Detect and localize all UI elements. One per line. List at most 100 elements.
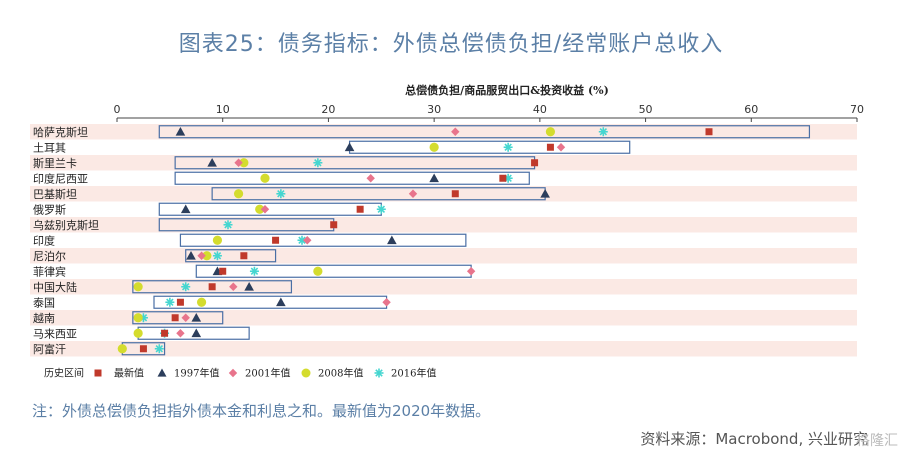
marker-1997 [186,250,196,260]
x-axis-label: 总偿债负担/商品服贸出口&投资收益 (%) [405,83,609,97]
chart-title: 图表25：债务指标：外债总偿债负担/经常账户总收入 [178,32,724,57]
legend-2016-marker [374,368,384,378]
marker-latest [705,128,713,136]
range-box [174,171,530,185]
x-tick-label: 30 [427,103,441,116]
marker-2016 [598,127,608,137]
marker-1997 [276,297,286,307]
x-tick-label: 40 [533,103,547,116]
marker-latest [272,236,280,244]
marker-latest [208,283,216,291]
legend-1997-label: 1997年值 [174,367,219,380]
x-tick-label: 60 [744,103,758,116]
marker-2001 [181,313,190,322]
marker-2008 [255,204,265,214]
marker-2001 [234,158,243,167]
marker-1997 [191,328,202,338]
marker-latest [356,205,364,213]
marker-latest [546,143,554,151]
chart-source: 资料来源：Macrobond, 兴业研究 [640,430,868,448]
x-tick-label: 70 [850,103,864,116]
row-stripe [30,124,857,140]
marker-2008 [313,266,323,276]
marker-latest [171,314,179,322]
marker-2016 [154,344,164,354]
legend-range: 历史区间 [44,367,84,380]
marker-2001 [466,267,476,276]
legend-latest-label: 最新值 [114,367,144,380]
row-stripe [30,155,857,171]
country-label: 马来西亚 [33,327,77,340]
marker-2008 [239,158,249,168]
x-tick-label: 10 [216,103,230,116]
marker-2008 [117,344,127,354]
row-stripe [30,248,857,264]
marker-2001 [197,251,206,260]
range-box [132,280,293,294]
country-label: 泰国 [33,295,55,309]
marker-2001 [229,282,238,291]
x-tick-label: 50 [639,103,653,116]
marker-2016 [313,158,323,168]
marker-2001 [382,298,391,307]
marker-latest [176,298,184,306]
marker-2008 [133,282,143,292]
marker-latest [240,252,248,260]
country-label: 越南 [33,311,55,325]
range-box [185,249,277,263]
marker-latest [451,190,459,198]
marker-1997 [387,235,397,245]
marker-2016 [212,251,222,261]
legend-2001-label: 2001年值 [245,367,290,380]
marker-1997 [207,157,217,167]
legend-1997-marker [157,368,167,377]
marker-latest [139,345,147,353]
marker-latest [330,221,338,229]
row-stripe [30,310,857,326]
marker-latest [219,267,227,275]
range-box [158,125,811,139]
country-label: 印度 [33,233,55,247]
marker-2016 [181,282,191,292]
x-tick-label: 20 [321,103,335,116]
marker-2016 [276,189,286,199]
marker-2008 [233,189,244,199]
range-box [348,140,631,154]
country-label: 尼泊尔 [33,250,66,263]
marker-latest [531,159,539,167]
marker-2008 [429,142,439,152]
range-box [132,311,224,325]
country-label: 土耳其 [33,141,66,154]
range-box [179,233,467,247]
marker-1997 [540,188,550,198]
marker-1997 [191,312,202,322]
country-label: 哈萨克斯坦 [33,125,88,139]
country-label: 斯里兰卡 [33,157,77,170]
legend-2016-label: 2016年值 [391,367,436,380]
marker-2008 [202,251,212,261]
country-label: 巴基斯坦 [33,187,77,201]
marker-2001 [366,174,375,183]
x-tick-label: 0 [114,103,121,116]
marker-2008 [133,313,143,323]
marker-1997 [344,142,355,152]
marker-1997 [175,126,186,136]
marker-2016 [223,220,233,230]
marker-1997 [180,204,191,214]
legend-2008-marker [301,368,311,378]
chart-note: 注：外债总偿债负担指外债本金和利息之和。最新值为2020年数据。 [32,402,491,420]
watermark: 格隆汇 [856,433,898,449]
range-dot-chart: 总偿债负担/商品服贸出口&投资收益 (%) 0 10 20 30 40 50 60 70 哈萨克斯… [30,83,864,380]
marker-2008 [545,127,556,137]
marker-2016 [376,204,386,214]
marker-2008 [212,235,223,245]
marker-2001 [556,143,566,152]
country-label: 阿富汗 [33,342,66,356]
marker-2016 [249,266,259,276]
marker-latest [161,329,169,337]
legend-2001-marker [228,368,238,378]
marker-2016 [503,142,513,152]
legend-2008-label: 2008年值 [318,367,363,380]
country-label: 菲律宾 [33,264,66,278]
country-label: 中国大陆 [33,280,77,294]
